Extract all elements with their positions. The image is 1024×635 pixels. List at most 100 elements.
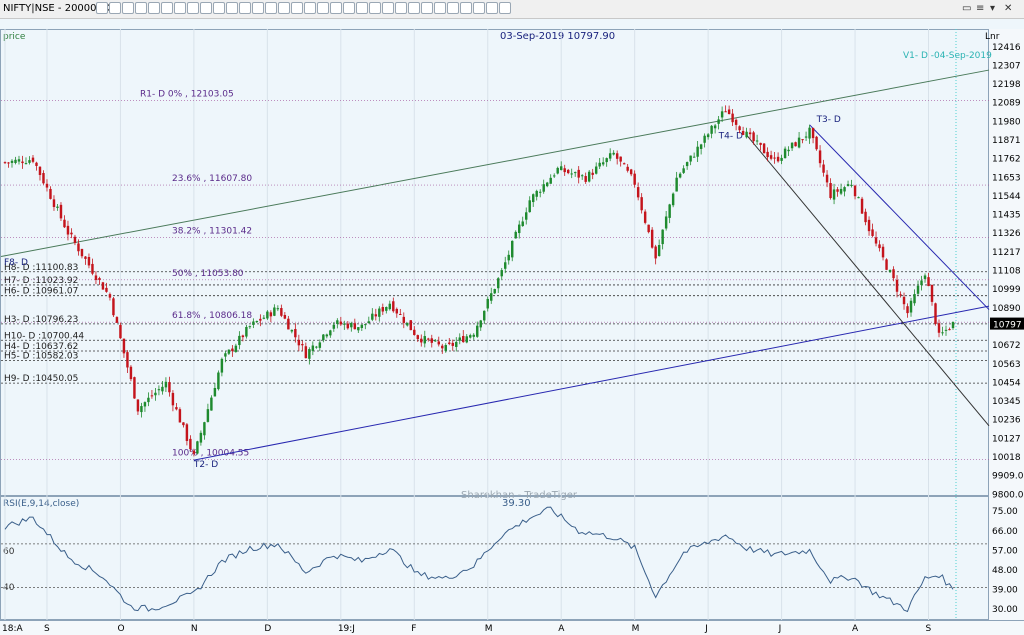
candle [500, 270, 503, 277]
candle [66, 225, 70, 235]
price-panel[interactable] [0, 29, 989, 496]
area-icon[interactable] [187, 2, 199, 14]
arrow-icon[interactable] [304, 2, 316, 14]
fib-icon[interactable] [317, 2, 329, 14]
rsi-tick-label: 48.00 [992, 566, 1018, 576]
candle [112, 298, 115, 316]
rsi-tick-label: 66.00 [992, 527, 1018, 537]
fibonacci-label: 50% , 11053.80 [172, 269, 244, 279]
candle [668, 204, 671, 218]
zoom-icon[interactable] [369, 2, 381, 14]
search-icon[interactable] [252, 2, 264, 14]
candle [601, 162, 605, 165]
price-y-axis[interactable] [989, 29, 1024, 496]
text-icon[interactable] [278, 2, 290, 14]
candle [399, 314, 402, 316]
candle [140, 406, 143, 413]
candle [430, 338, 433, 343]
price-tick-label: 12416 [992, 43, 1021, 53]
candle [483, 310, 486, 321]
grip-icon[interactable] [96, 2, 108, 14]
dropdown-icon[interactable]: ▾ [990, 3, 996, 14]
gear-icon[interactable] [356, 2, 368, 14]
close-icon[interactable]: ✕ [1004, 3, 1013, 14]
calc-icon[interactable] [447, 2, 459, 14]
candle [787, 149, 790, 152]
rsi-y-axis[interactable] [989, 496, 1024, 620]
menu-icon[interactable]: ≡ [976, 3, 985, 14]
redo-icon[interactable] [408, 2, 420, 14]
candle [783, 148, 787, 159]
copy-icon[interactable] [226, 2, 238, 14]
undo-icon[interactable] [395, 2, 407, 14]
candle [829, 183, 832, 199]
candle [948, 329, 951, 331]
time-tick-label: J [778, 624, 782, 634]
candle [437, 341, 440, 345]
channel-icon[interactable] [330, 2, 342, 14]
line-icon[interactable] [174, 2, 186, 14]
candle [633, 173, 636, 185]
candle [570, 173, 573, 175]
stop-icon[interactable] [421, 2, 433, 14]
candle [101, 282, 105, 290]
candle [280, 308, 283, 316]
instrument-title[interactable]: NIFTY|NSE - 20000| D [3, 3, 111, 14]
candle [241, 335, 245, 338]
candle [769, 155, 773, 159]
candle [35, 162, 38, 166]
candle [629, 169, 633, 175]
candle [538, 191, 542, 193]
candle [24, 163, 28, 165]
trend-icon[interactable] [291, 2, 303, 14]
crosshair-icon[interactable] [135, 2, 147, 14]
cursor-icon[interactable] [122, 2, 134, 14]
print-icon[interactable] [213, 2, 225, 14]
candle [521, 221, 524, 227]
candle [63, 219, 66, 228]
candle [608, 153, 612, 159]
candle [780, 157, 783, 161]
candle [920, 280, 923, 286]
candle [626, 166, 629, 171]
rsi-panel[interactable] [0, 496, 989, 620]
restore-icon[interactable]: ▭ [962, 3, 972, 14]
candle [857, 197, 860, 199]
time-tick-label: N [191, 624, 198, 634]
info-icon[interactable] [460, 2, 472, 14]
refresh-icon[interactable] [200, 2, 212, 14]
candle-icon[interactable] [161, 2, 173, 14]
zoom-out-icon[interactable] [382, 2, 394, 14]
tool-icon[interactable] [486, 2, 498, 14]
bars-icon[interactable] [148, 2, 160, 14]
time-x-axis[interactable] [0, 620, 1024, 635]
time-tick-label: F [411, 624, 416, 634]
candle [367, 321, 371, 324]
candle [332, 324, 336, 329]
fibonacci-label: 38.2% , 11301.42 [172, 226, 252, 236]
candle [717, 119, 720, 124]
draw-icon[interactable] [265, 2, 277, 14]
candle [682, 168, 685, 173]
rsi-label: RSI(E,9,14,close) [3, 499, 79, 509]
candle [867, 219, 871, 232]
candle [10, 160, 14, 163]
price-tick-label: 11435 [992, 211, 1021, 221]
candle [105, 287, 108, 292]
candle [853, 185, 857, 197]
chart-icon[interactable] [434, 2, 446, 14]
bell-icon[interactable] [473, 2, 485, 14]
upper-trendline [0, 69, 990, 258]
candle [860, 198, 864, 214]
candle [675, 177, 678, 192]
paste-icon[interactable] [239, 2, 251, 14]
candle [269, 312, 273, 317]
star-icon[interactable] [343, 2, 355, 14]
candle [594, 166, 598, 174]
scale-type-label[interactable]: Lnr [985, 32, 1000, 42]
candle [350, 322, 353, 328]
help-icon[interactable] [499, 2, 511, 14]
candle [916, 285, 920, 294]
zoom-in-icon[interactable] [109, 2, 121, 14]
time-tick-label: 18:A [2, 624, 23, 634]
